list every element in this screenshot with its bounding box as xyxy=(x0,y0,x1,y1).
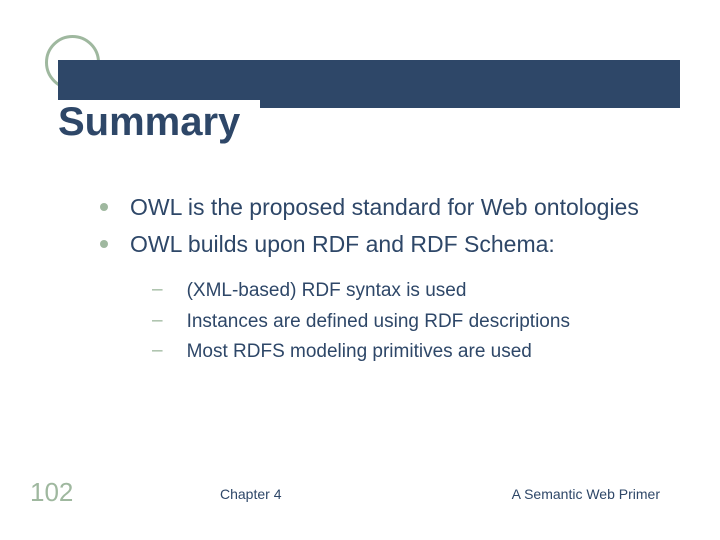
slide-title: Summary xyxy=(58,100,260,157)
bullet-text: OWL is the proposed standard for Web ont… xyxy=(130,192,639,223)
sub-bullet-text: (XML-based) RDF syntax is used xyxy=(187,278,467,305)
sub-bullet-item: – Instances are defined using RDF descri… xyxy=(152,309,670,336)
footer-source: A Semantic Web Primer xyxy=(512,486,660,502)
dash-icon: – xyxy=(152,340,163,362)
bullet-dot-icon xyxy=(100,240,108,248)
content-area: OWL is the proposed standard for Web ont… xyxy=(100,192,670,370)
sub-bullet-list: – (XML-based) RDF syntax is used – Insta… xyxy=(152,278,670,366)
footer-chapter: Chapter 4 xyxy=(220,486,281,502)
dash-icon: – xyxy=(152,310,163,332)
bullet-item: OWL is the proposed standard for Web ont… xyxy=(100,192,670,223)
bullet-item: OWL builds upon RDF and RDF Schema: xyxy=(100,229,670,260)
sub-bullet-text: Instances are defined using RDF descript… xyxy=(187,309,570,336)
sub-bullet-item: – Most RDFS modeling primitives are used xyxy=(152,339,670,366)
bullet-text: OWL builds upon RDF and RDF Schema: xyxy=(130,229,555,260)
dash-icon: – xyxy=(152,279,163,301)
bullet-dot-icon xyxy=(100,203,108,211)
page-number: 102 xyxy=(30,477,73,508)
sub-bullet-text: Most RDFS modeling primitives are used xyxy=(187,339,532,366)
sub-bullet-item: – (XML-based) RDF syntax is used xyxy=(152,278,670,305)
